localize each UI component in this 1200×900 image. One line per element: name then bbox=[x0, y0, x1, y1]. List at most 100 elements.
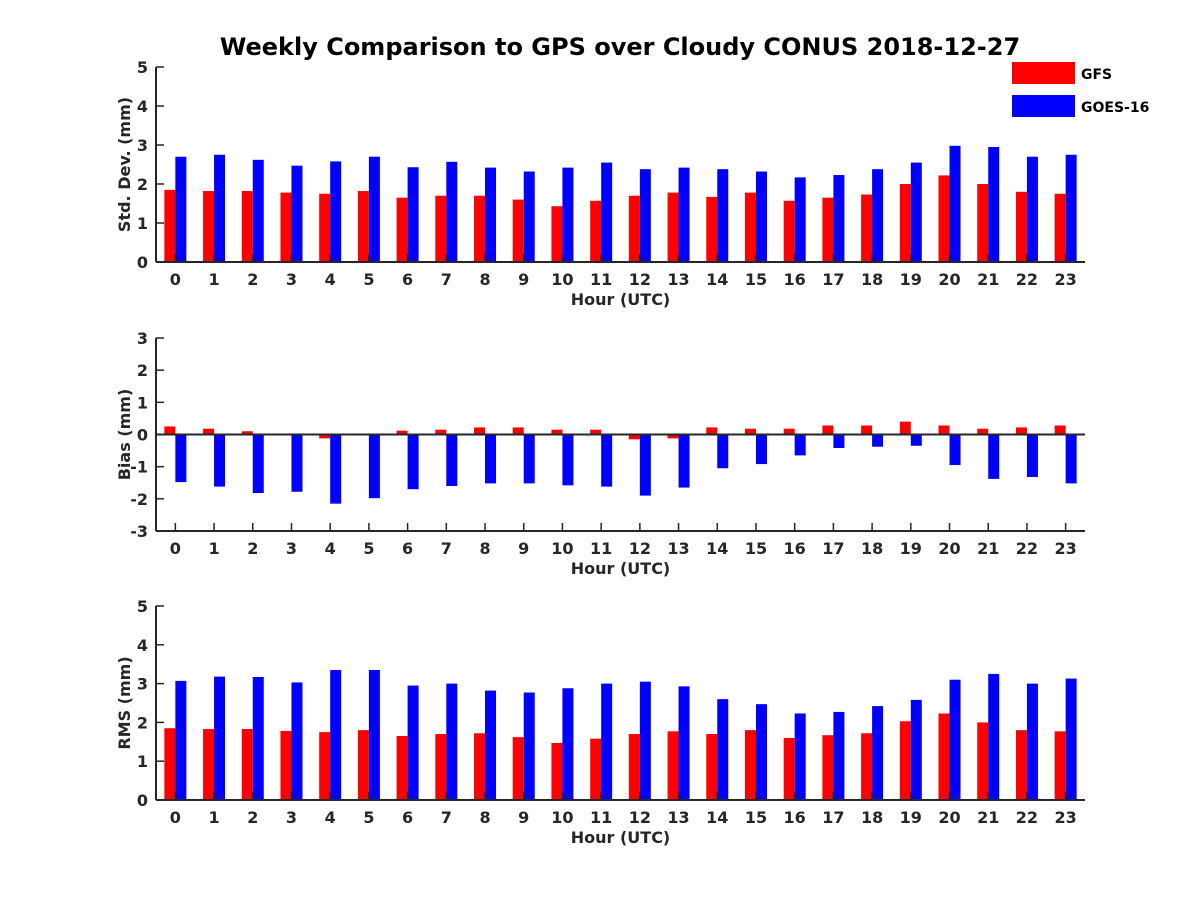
std-dev-bar-gfs-17 bbox=[822, 197, 834, 262]
std-dev-bar-goes16-16 bbox=[794, 177, 806, 262]
legend-swatch-goes16 bbox=[1012, 95, 1075, 117]
bias-bar-gfs-20 bbox=[938, 425, 950, 435]
bias-xtick-label: 13 bbox=[667, 539, 689, 558]
rms-ytick-label: 1 bbox=[137, 752, 148, 771]
rms-xtick-label: 9 bbox=[518, 808, 529, 827]
rms-bar-goes16-5 bbox=[368, 670, 380, 800]
std-dev-xtick-label: 4 bbox=[325, 270, 336, 289]
rms-bar-gfs-4 bbox=[319, 732, 331, 800]
bias-bar-goes16-12 bbox=[639, 434, 651, 496]
bias-bar-goes16-19 bbox=[910, 434, 922, 446]
std-dev-bar-gfs-10 bbox=[551, 206, 563, 262]
bias-xtick-label: 14 bbox=[706, 539, 728, 558]
bias-ytick-label: -1 bbox=[130, 458, 148, 477]
bias-bar-goes16-11 bbox=[601, 434, 613, 487]
std-dev-bar-goes16-18 bbox=[872, 169, 884, 262]
rms-bar-goes16-15 bbox=[755, 704, 767, 800]
rms-ytick-label: 5 bbox=[137, 597, 148, 616]
std-dev-bar-gfs-8 bbox=[474, 195, 486, 262]
std-dev-xtick-label: 19 bbox=[900, 270, 922, 289]
std-dev-xlabel: Hour (UTC) bbox=[571, 290, 671, 309]
rms-bar-goes16-18 bbox=[872, 706, 884, 800]
bias-ytick-label: 0 bbox=[137, 426, 148, 445]
bias-ytick-label: -2 bbox=[130, 490, 148, 509]
bias-xlabel: Hour (UTC) bbox=[571, 559, 671, 578]
bias-xtick-label: 3 bbox=[286, 539, 297, 558]
bias-xtick-label: 23 bbox=[1055, 539, 1077, 558]
bias-xtick-label: 7 bbox=[441, 539, 452, 558]
rms-bar-goes16-13 bbox=[678, 686, 690, 800]
rms-bar-gfs-15 bbox=[744, 730, 756, 800]
rms-bar-goes16-0 bbox=[175, 680, 187, 800]
bias-xtick-label: 22 bbox=[1016, 539, 1038, 558]
rms-xtick-label: 20 bbox=[938, 808, 960, 827]
rms-ytick-label: 3 bbox=[137, 675, 148, 694]
bias-bar-goes16-17 bbox=[833, 434, 845, 449]
bias-bar-goes16-13 bbox=[678, 434, 690, 488]
bias-bar-gfs-1 bbox=[203, 428, 215, 435]
rms-bar-goes16-12 bbox=[639, 681, 651, 800]
std-dev-bar-goes16-22 bbox=[1026, 156, 1038, 262]
bias-bar-goes16-7 bbox=[446, 434, 458, 486]
std-dev-xtick-label: 15 bbox=[745, 270, 767, 289]
rms-bar-goes16-16 bbox=[794, 713, 806, 800]
bias-bar-gfs-0 bbox=[164, 426, 176, 435]
bias-bar-goes16-15 bbox=[755, 434, 767, 465]
std-dev-bar-gfs-7 bbox=[435, 195, 447, 262]
bias-bar-goes16-20 bbox=[949, 434, 961, 466]
bias-xtick-label: 12 bbox=[629, 539, 651, 558]
legend-label-gfs: GFS bbox=[1081, 67, 1112, 83]
bias-bar-gfs-14 bbox=[706, 427, 718, 435]
bias-bar-gfs-19 bbox=[899, 421, 911, 435]
bias-xtick-label: 19 bbox=[900, 539, 922, 558]
rms-bar-goes16-11 bbox=[601, 683, 613, 800]
bias-bar-gfs-4 bbox=[319, 434, 331, 439]
rms-bar-goes16-9 bbox=[523, 692, 535, 800]
rms-ytick-label: 4 bbox=[137, 636, 148, 655]
rms-bar-goes16-4 bbox=[330, 670, 342, 800]
std-dev-bar-gfs-0 bbox=[164, 189, 176, 262]
bias-xtick-label: 21 bbox=[977, 539, 999, 558]
rms-bar-goes16-1 bbox=[214, 676, 226, 800]
rms-xtick-label: 6 bbox=[402, 808, 413, 827]
rms-bar-gfs-23 bbox=[1054, 731, 1066, 800]
rms-xtick-label: 5 bbox=[363, 808, 374, 827]
bias-bar-goes16-0 bbox=[175, 434, 187, 483]
std-dev-xtick-label: 9 bbox=[518, 270, 529, 289]
std-dev-bar-goes16-17 bbox=[833, 175, 845, 262]
bias-bar-gfs-21 bbox=[977, 428, 989, 435]
rms-xtick-label: 21 bbox=[977, 808, 999, 827]
std-dev-xtick-label: 10 bbox=[551, 270, 573, 289]
std-dev-bar-gfs-11 bbox=[590, 200, 602, 262]
rms-bar-goes16-19 bbox=[910, 699, 922, 800]
std-dev-xtick-label: 12 bbox=[629, 270, 651, 289]
std-dev-xtick-label: 8 bbox=[479, 270, 490, 289]
rms-bar-goes16-17 bbox=[833, 711, 845, 800]
bias-xtick-label: 0 bbox=[170, 539, 181, 558]
bias-xtick-label: 17 bbox=[822, 539, 844, 558]
bias-ytick-label: 1 bbox=[137, 393, 148, 412]
bias-bar-goes16-6 bbox=[407, 434, 419, 490]
std-dev-bar-goes16-20 bbox=[949, 145, 961, 262]
std-dev-bar-goes16-4 bbox=[330, 161, 342, 262]
std-dev-bar-goes16-7 bbox=[446, 161, 458, 262]
bias-xtick-label: 10 bbox=[551, 539, 573, 558]
bias-xtick-label: 11 bbox=[590, 539, 612, 558]
rms-bar-gfs-10 bbox=[551, 742, 563, 800]
bias-ylabel: Bias (mm) bbox=[115, 389, 134, 481]
std-dev-bar-goes16-1 bbox=[214, 154, 226, 262]
bias-xtick-label: 16 bbox=[784, 539, 806, 558]
std-dev-bar-goes16-15 bbox=[755, 171, 767, 262]
std-dev-xtick-label: 6 bbox=[402, 270, 413, 289]
rms-bar-gfs-3 bbox=[280, 730, 292, 800]
std-dev-bar-gfs-14 bbox=[706, 196, 718, 262]
rms-xtick-label: 14 bbox=[706, 808, 728, 827]
std-dev-xtick-label: 5 bbox=[363, 270, 374, 289]
rms-bar-gfs-2 bbox=[241, 729, 253, 800]
legend: GFS GOES-16 bbox=[1012, 62, 1149, 117]
bias-ytick-label: -3 bbox=[130, 522, 148, 541]
bias-xtick-label: 15 bbox=[745, 539, 767, 558]
bias-bar-gfs-10 bbox=[551, 429, 563, 435]
rms-bar-goes16-14 bbox=[717, 699, 729, 800]
